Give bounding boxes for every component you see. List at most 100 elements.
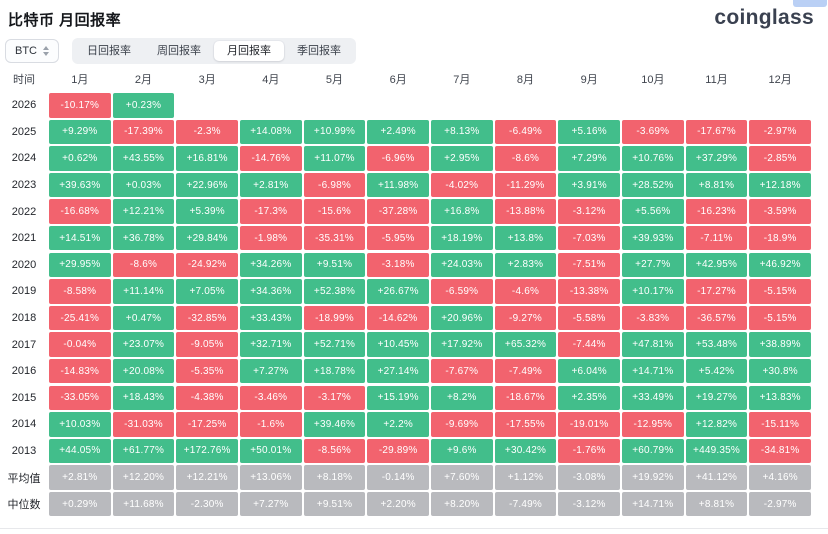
month-column-header: 8月: [516, 74, 535, 86]
return-cell: +36.78%: [112, 225, 175, 251]
return-cell: +2.20%: [367, 491, 429, 517]
page-title: 比特币 月回报率: [8, 12, 122, 29]
return-cell: -4.6%: [494, 279, 557, 304]
return-cell: +8.20%: [431, 491, 493, 517]
return-cell: +32.71%: [240, 332, 302, 357]
time-column-header: 时间: [13, 74, 35, 86]
row-label: 2015: [11, 391, 37, 404]
return-cell: +27.14%: [367, 358, 429, 384]
return-cell: -35.31%: [303, 225, 366, 251]
return-cell: -1.76%: [558, 438, 620, 464]
empty-cell: [558, 93, 619, 118]
row-label: 2016: [11, 365, 37, 378]
return-cell: +16.81%: [176, 146, 238, 171]
return-cell: +47.81%: [622, 332, 684, 357]
symbol-selector[interactable]: BTC: [5, 39, 59, 63]
row-label: 平均值: [7, 472, 41, 485]
return-cell: +8.13%: [431, 119, 493, 145]
return-cell: -6.59%: [431, 279, 493, 304]
return-cell: +19.92%: [622, 465, 684, 490]
return-cell: +9.29%: [49, 119, 111, 145]
return-cell: +24.03%: [431, 252, 493, 278]
return-cell: +0.29%: [49, 491, 111, 517]
return-cell: -5.35%: [176, 358, 238, 384]
return-cell: -9.27%: [494, 305, 557, 331]
return-cell: +14.08%: [240, 119, 302, 145]
row-label: 2021: [11, 232, 37, 245]
return-cell: -16.68%: [49, 199, 111, 224]
return-cell: -17.67%: [685, 119, 748, 145]
returns-table: 2026 -10.17% +0.23% 2025 +9.29% -17.39% -2.3% +…: [0, 93, 812, 517]
return-cell: -3.46%: [240, 385, 302, 411]
return-cell: +39.93%: [622, 225, 684, 251]
return-cell: +13.8%: [494, 225, 557, 251]
clipped-blue-badge: [793, 0, 827, 7]
table-row: 2014 +10.03% -31.03% -17.25% -1.6% +39.46% +2.…: [0, 412, 812, 437]
empty-cell: [749, 93, 810, 118]
return-cell: +2.49%: [367, 119, 429, 145]
return-cell: +4.16%: [749, 465, 811, 490]
return-cell: -4.02%: [431, 172, 493, 198]
return-cell: -2.3%: [176, 119, 238, 145]
tab-daily-returns[interactable]: 日回报率: [74, 41, 144, 61]
return-cell: +18.78%: [303, 358, 366, 384]
return-cell: -7.11%: [685, 225, 748, 251]
row-label: 2023: [11, 179, 37, 192]
return-cell: -8.6%: [112, 252, 175, 278]
return-cell: -3.12%: [558, 491, 620, 517]
table-row: 2013 +44.05% +61.77% +172.76% +50.01% -8.56% -…: [0, 438, 812, 464]
return-cell: +12.82%: [685, 412, 748, 437]
return-cell: -6.98%: [303, 172, 366, 198]
table-row: 2023 +39.63% +0.03% +22.96% +2.81% -6.98% +11.…: [0, 172, 812, 198]
return-cell: -13.38%: [558, 279, 620, 304]
return-cell: +9.51%: [303, 491, 366, 517]
return-cell: +7.27%: [240, 491, 302, 517]
row-label: 2025: [11, 125, 37, 138]
table-row: 2025 +9.29% -17.39% -2.3% +14.08% +10.99% +2.4…: [0, 119, 812, 145]
table-row: 2020 +29.95% -8.6% -24.92% +34.26% +9.51% -3.1…: [0, 252, 812, 278]
return-cell: +5.16%: [558, 119, 620, 145]
return-cell: +46.92%: [749, 252, 811, 278]
return-cell: +18.43%: [112, 385, 175, 411]
tab-monthly-returns[interactable]: 月回报率: [214, 41, 284, 61]
return-cell: +7.27%: [240, 358, 302, 384]
return-cell: +20.96%: [431, 305, 493, 331]
row-label: 中位数: [7, 499, 41, 512]
return-cell: +8.18%: [303, 465, 366, 490]
table-row: 2024 +0.62% +43.55% +16.81% -14.76% +11.07% -6…: [0, 146, 812, 171]
month-column-header: 3月: [198, 74, 216, 86]
return-cell: +449.35%: [685, 438, 748, 464]
coinglass-logo: coinglass: [714, 6, 814, 29]
empty-cell: [431, 93, 492, 118]
return-cell: +23.07%: [112, 332, 175, 357]
return-cell: +39.46%: [303, 412, 366, 437]
row-label: 2022: [11, 205, 37, 218]
return-cell: +43.55%: [112, 146, 175, 171]
month-column-header: 11月: [705, 74, 728, 86]
return-cell: -3.18%: [367, 252, 429, 278]
return-cell: +2.35%: [558, 385, 620, 411]
return-cell: -13.88%: [494, 199, 557, 224]
table-row: 2022 -16.68% +12.21% +5.39% -17.3% -15.6% -37.…: [0, 199, 812, 224]
return-cell: -8.6%: [494, 146, 557, 171]
month-column-header: 2月: [134, 74, 153, 86]
return-cell: +2.81%: [240, 172, 302, 198]
tab-weekly-returns[interactable]: 周回报率: [144, 41, 214, 61]
tab-quarterly-returns[interactable]: 季回报率: [284, 41, 354, 61]
return-cell: -6.49%: [494, 119, 557, 145]
table-row: 2015 -33.05% +18.43% -4.38% -3.46% -3.17% +15.…: [0, 385, 812, 411]
return-cell: +12.21%: [112, 199, 175, 224]
return-cell: +10.76%: [622, 146, 684, 171]
row-label: 2014: [11, 418, 37, 431]
return-cell: -7.67%: [431, 358, 493, 384]
return-cell: -18.9%: [749, 225, 811, 251]
table-row: 2016 -14.83% +20.08% -5.35% +7.27% +18.78% +27…: [0, 358, 812, 384]
return-cell: +5.42%: [685, 358, 748, 384]
return-cell: -7.49%: [494, 491, 557, 517]
return-cell: +5.56%: [622, 199, 684, 224]
return-cell: +12.21%: [176, 465, 238, 490]
return-cell: +7.60%: [431, 465, 493, 490]
return-cell: +13.83%: [749, 385, 811, 411]
return-cell: +16.8%: [431, 199, 493, 224]
empty-cell: [367, 93, 428, 118]
